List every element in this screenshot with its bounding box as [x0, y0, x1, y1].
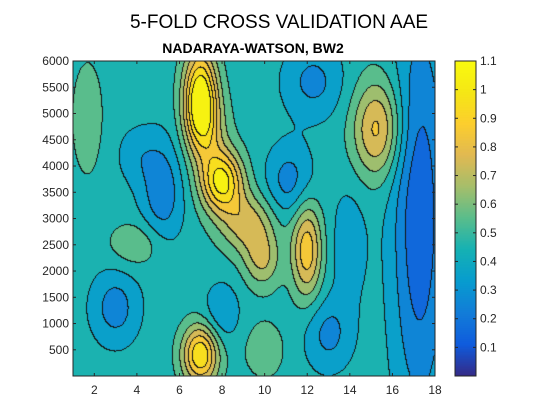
x-tick-label: 18 — [428, 383, 442, 397]
colorbar-tick-label: 0.5 — [480, 226, 497, 240]
colorbar-tick-label: 0.3 — [480, 283, 497, 297]
y-tick-label: 4500 — [42, 133, 69, 147]
x-tick-label: 4 — [134, 383, 141, 397]
y-tick-label: 1000 — [42, 317, 69, 331]
x-tick-label: 8 — [219, 383, 226, 397]
y-tick-label: 2500 — [42, 238, 69, 252]
contour-fill-frame — [73, 61, 435, 376]
plot-area: 2 4 6 8 10 12 14 16 18 500 1000 1500 2000 2500 3000 35… — [42, 54, 442, 397]
contour-fill — [73, 61, 435, 376]
colorbar-tick-label: 0.9 — [480, 111, 497, 125]
y-tick-label: 5000 — [42, 107, 69, 121]
y-axis: 500 1000 1500 2000 2500 3000 3500 4000 4500 5000 5… — [42, 54, 435, 357]
y-tick-label: 3000 — [42, 212, 69, 226]
x-tick-label: 2 — [91, 383, 98, 397]
colorbar-tick-label: 0.8 — [480, 140, 497, 154]
colorbar-tick-label: 0.4 — [480, 254, 497, 268]
x-tick-label: 14 — [343, 383, 357, 397]
colorbar-tick-label: 0.7 — [480, 169, 497, 183]
colorbar-tick-label: 0.1 — [480, 340, 497, 354]
x-axis: 2 4 6 8 10 12 14 16 18 — [91, 61, 442, 397]
chart-subtitle: NADARAYA-WATSON, BW2 — [162, 40, 344, 56]
chart-title: 5-FOLD CROSS VALIDATION AAE — [130, 12, 428, 33]
colorbar-tick-label: 1 — [480, 83, 487, 97]
x-tick-label: 6 — [176, 383, 183, 397]
y-tick-label: 2000 — [42, 264, 69, 278]
y-tick-label: 1500 — [42, 290, 69, 304]
colorbar-tick-label: 0.6 — [480, 197, 497, 211]
colorbar-tick-label: 0.2 — [480, 312, 497, 326]
y-tick-label: 3500 — [42, 185, 69, 199]
y-tick-label: 6000 — [42, 54, 69, 68]
y-tick-label: 5500 — [42, 80, 69, 94]
colorbar-frame — [454, 60, 477, 377]
x-tick-label: 10 — [258, 383, 272, 397]
x-tick-label: 16 — [386, 383, 400, 397]
colorbar-gradient — [455, 61, 476, 376]
y-tick-label: 4000 — [42, 159, 69, 173]
colorbar-ticks: 0.1 0.2 0.3 0.4 0.5 0.6 0.7 0.8 0.9 1 1.1 — [455, 54, 497, 354]
colorbar-gradient-frame — [455, 61, 476, 376]
colorbar-tick-label: 1.1 — [480, 54, 497, 68]
colorbar: 0.1 0.2 0.3 0.4 0.5 0.6 0.7 0.8 0.9 1 1.1 — [454, 54, 497, 377]
y-tick-label: 500 — [49, 343, 69, 357]
x-tick-label: 12 — [301, 383, 315, 397]
